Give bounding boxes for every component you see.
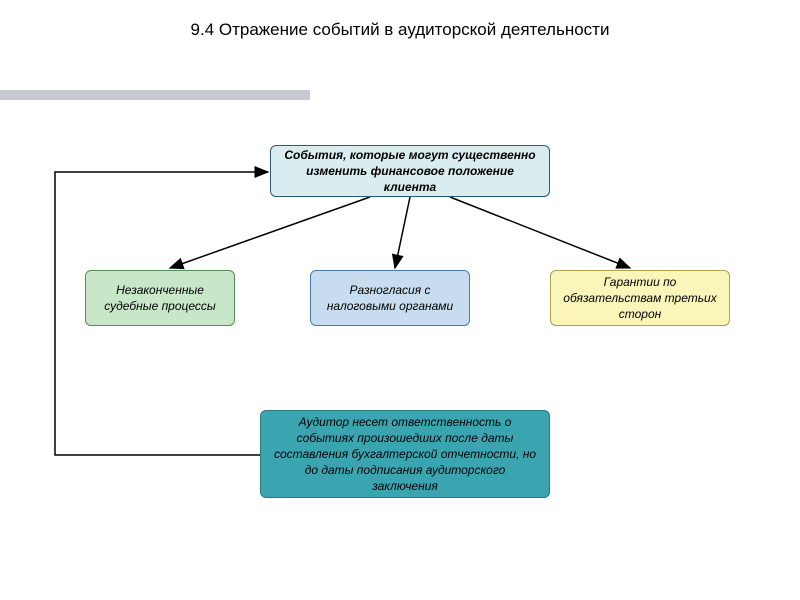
- node-top-label: События, которые могут существенно измен…: [281, 147, 539, 196]
- node-right-label: Гарантии по обязательствам третьих сторо…: [561, 274, 719, 323]
- node-center-label: Разногласия с налоговыми органами: [321, 282, 459, 314]
- header-divider: [0, 90, 310, 100]
- page-title: 9.4 Отражение событий в аудиторской деят…: [0, 20, 800, 40]
- node-right-guarantees: Гарантии по обязательствам третьих сторо…: [550, 270, 730, 326]
- node-bottom-auditor: Аудитор несет ответственность о событиях…: [260, 410, 550, 498]
- node-center-tax: Разногласия с налоговыми органами: [310, 270, 470, 326]
- node-bottom-label: Аудитор несет ответственность о событиях…: [271, 414, 539, 495]
- node-left-court: Незаконченные судебные процессы: [85, 270, 235, 326]
- node-top-events: События, которые могут существенно измен…: [270, 145, 550, 197]
- node-left-label: Незаконченные судебные процессы: [96, 282, 224, 314]
